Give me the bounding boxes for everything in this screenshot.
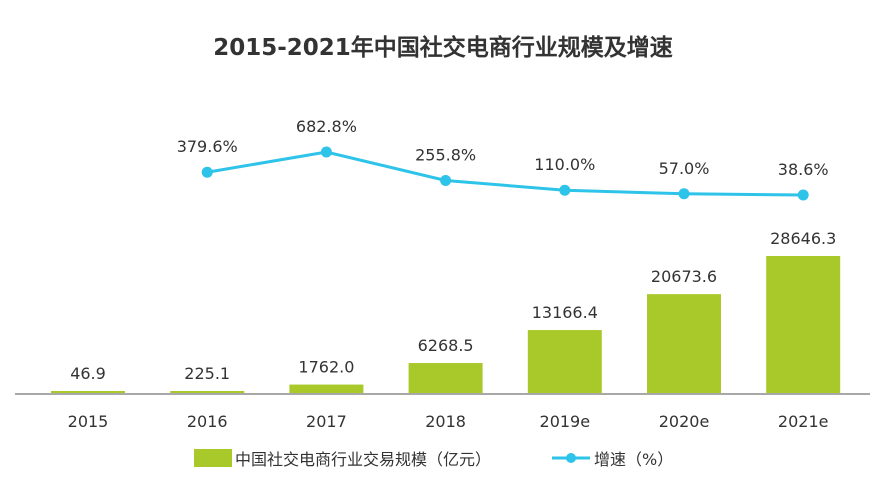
line-point xyxy=(320,146,332,158)
line-point xyxy=(201,166,213,178)
legend: 中国社交电商行业交易规模（亿元） 增速（%） xyxy=(194,449,673,469)
legend-bar-label: 中国社交电商行业交易规模（亿元） xyxy=(235,450,491,469)
bar-label: 225.1 xyxy=(184,364,230,383)
line-label: 38.6% xyxy=(778,160,829,179)
growth-line xyxy=(206,150,804,197)
bar xyxy=(647,294,721,393)
x-tick-label: 2020e xyxy=(659,412,710,431)
x-tick-label: 2019e xyxy=(540,412,591,431)
x-ticks: 2015 2016 2017 2018 2019e 2020e 2021e xyxy=(68,412,829,431)
bar-label: 46.9 xyxy=(70,364,106,383)
line-label: 379.6% xyxy=(177,137,238,156)
bar xyxy=(766,256,841,393)
line-series: 379.6% 682.8% 255.8% 110.0% 57.0% 38.6% xyxy=(177,117,829,201)
legend-line-marker xyxy=(566,453,576,463)
bar xyxy=(170,391,245,393)
legend-bar-swatch xyxy=(194,449,232,467)
bar-label: 1762.0 xyxy=(298,358,354,377)
bar xyxy=(51,391,125,393)
line-label: 255.8% xyxy=(415,146,476,165)
line-point xyxy=(440,175,452,187)
bar xyxy=(527,330,602,393)
x-tick-label: 2015 xyxy=(68,412,109,431)
line-label: 57.0% xyxy=(659,159,710,178)
bar-label: 13166.4 xyxy=(532,303,598,322)
line-label: 682.8% xyxy=(296,117,357,136)
bar-label: 6268.5 xyxy=(418,336,474,355)
bar-label: 28646.3 xyxy=(770,229,836,248)
line-point xyxy=(797,189,809,201)
chart-title: 2015-2021年中国社交电商行业规模及增速 xyxy=(213,34,673,61)
x-tick-label: 2018 xyxy=(425,412,466,431)
x-tick-label: 2016 xyxy=(187,412,228,431)
line-point xyxy=(559,184,571,196)
bar xyxy=(408,363,483,393)
line-point xyxy=(678,188,690,200)
bar-series: 46.9 225.1 1762.0 6268.5 13166.4 20673.6 28646… xyxy=(51,229,841,393)
bar xyxy=(289,384,364,393)
x-tick-label: 2017 xyxy=(306,412,347,431)
line-label: 110.0% xyxy=(534,155,595,174)
x-tick-label: 2021e xyxy=(778,412,829,431)
legend-line-label: 增速（%） xyxy=(594,450,673,469)
bar-label: 20673.6 xyxy=(651,267,717,286)
